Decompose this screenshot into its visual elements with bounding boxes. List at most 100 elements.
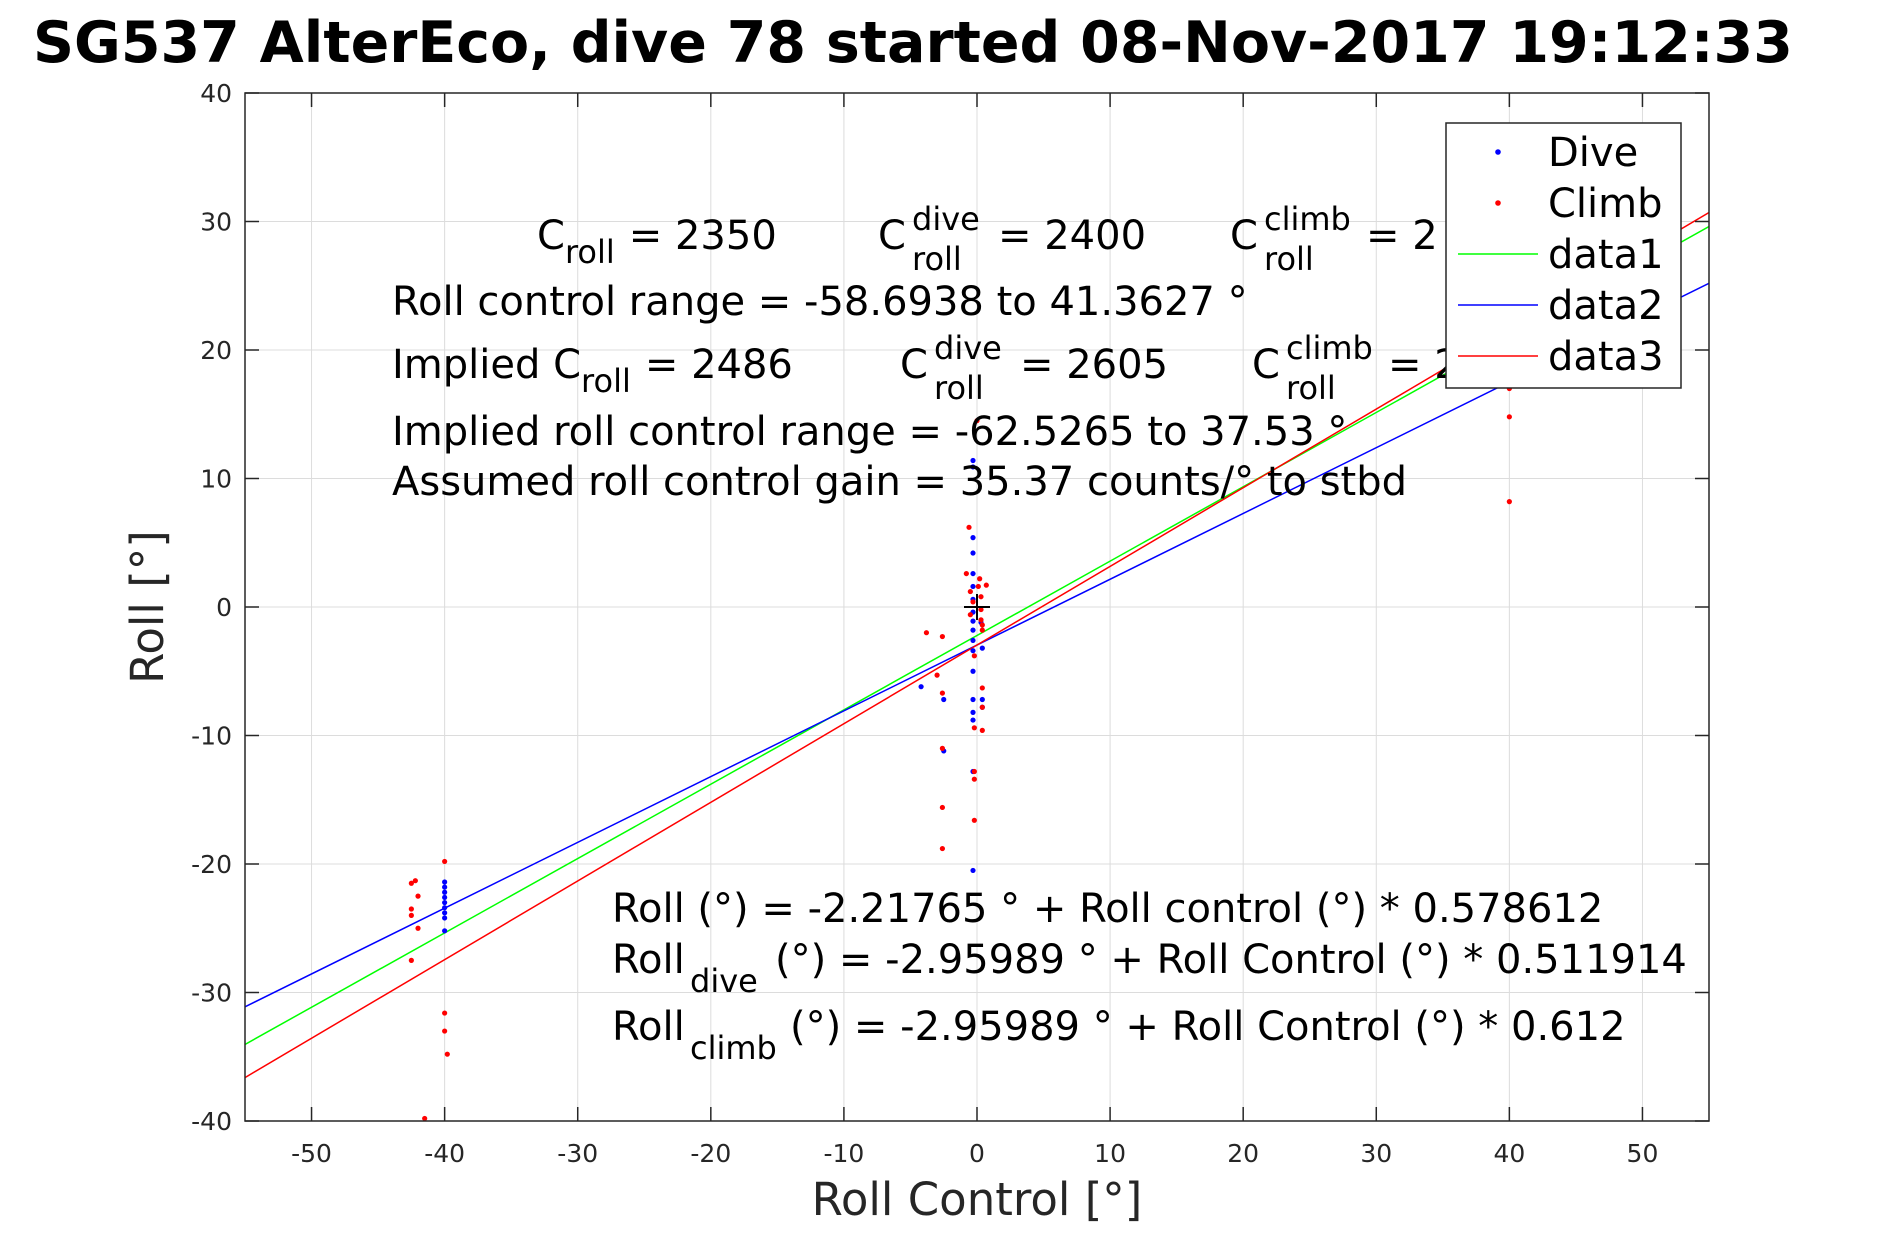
legend-label-data1: data1	[1548, 232, 1664, 278]
data-point-climb	[971, 725, 977, 731]
data-point-climb	[412, 878, 418, 884]
legend-label-data3: data3	[1548, 334, 1664, 380]
data-point-climb	[975, 583, 981, 590]
data-point-climb	[408, 880, 414, 886]
data-point-climb	[977, 576, 983, 582]
x-tick-label: -10	[823, 1139, 864, 1168]
x-tick-label: 10	[1094, 1139, 1126, 1168]
y-tick-label: -40	[191, 1107, 232, 1136]
data-point-dive	[970, 464, 976, 470]
data-point-climb	[979, 685, 985, 691]
data-point-climb	[967, 612, 973, 618]
data-point-dive	[442, 879, 448, 885]
data-point-climb	[979, 622, 985, 628]
data-point-dive	[979, 696, 985, 703]
x-tick-label: -50	[291, 1139, 332, 1168]
annotation-implied-range: Implied roll control range = -62.5265 to…	[392, 409, 1347, 455]
data-point-dive	[970, 867, 976, 874]
data-point-climb	[442, 1010, 448, 1016]
data-point-climb	[422, 1115, 428, 1121]
x-tick-label: -40	[424, 1139, 465, 1168]
data-point-dive	[970, 618, 976, 624]
data-point-dive	[442, 899, 448, 906]
y-tick-label: -30	[191, 979, 232, 1008]
legend-marker-dive	[1495, 149, 1501, 155]
data-point-climb	[979, 627, 985, 633]
annotation-c-roll: Croll = 2350	[537, 213, 777, 271]
data-point-dive	[442, 884, 448, 890]
data-point-dive	[970, 457, 976, 464]
data-point-climb	[971, 817, 977, 823]
data-point-dive	[918, 684, 924, 690]
legend-item-climb: Climb	[1495, 181, 1663, 227]
data-point-dive	[442, 928, 448, 934]
data-point-climb	[408, 906, 414, 912]
chart-title: SG537 AlterEco, dive 78 started 08-Nov-2…	[33, 10, 1793, 76]
y-axis-label: Roll [°]	[121, 530, 174, 684]
data-point-climb	[971, 776, 977, 782]
data-point-dive	[442, 894, 448, 901]
data-point-climb	[939, 633, 945, 640]
y-tick-label: -10	[191, 722, 232, 751]
data-point-climb	[1506, 499, 1512, 505]
legend-label-data2: data2	[1548, 283, 1664, 329]
y-tick-label: 30	[200, 208, 232, 237]
data-point-climb	[979, 704, 985, 710]
y-tick-label: 20	[200, 336, 232, 365]
data-point-climb	[974, 418, 980, 424]
data-point-dive	[941, 696, 947, 703]
annotation-fit-all: Roll (°) = -2.21765 ° + Roll control (°)…	[612, 886, 1603, 932]
data-point-climb	[971, 653, 977, 659]
data-point-climb	[939, 745, 945, 751]
data-point-dive	[979, 645, 985, 651]
data-point-climb	[934, 672, 940, 678]
data-point-climb	[971, 768, 977, 775]
x-tick-label: 0	[969, 1139, 985, 1168]
annotation-gain: Assumed roll control gain = 35.37 counts…	[392, 459, 1407, 505]
data-point-dive	[970, 637, 976, 644]
data-point-dive	[970, 550, 976, 556]
data-point-dive	[442, 910, 448, 916]
data-points	[408, 385, 1512, 1121]
x-tick-label: 20	[1227, 1139, 1259, 1168]
x-tick-label: 30	[1360, 1139, 1392, 1168]
legend: Dive Climb data1 data2 data3	[1445, 122, 1682, 389]
data-point-climb	[966, 524, 972, 530]
data-point-climb	[978, 617, 984, 623]
data-point-climb	[970, 599, 976, 605]
data-point-dive	[970, 709, 976, 715]
data-point-climb	[963, 570, 969, 577]
x-tick-label: -30	[557, 1139, 598, 1168]
data-point-dive	[970, 535, 976, 541]
y-tick-label: -20	[191, 850, 232, 879]
data-point-climb	[415, 893, 421, 899]
data-point-climb	[408, 912, 414, 919]
annotation-fit-dive: Roll dive (°) = -2.95989 ° + Roll Control …	[612, 937, 1687, 1000]
data-point-climb	[923, 630, 930, 636]
data-point-climb	[1506, 414, 1512, 420]
data-point-dive	[442, 905, 448, 911]
data-point-climb	[939, 845, 945, 852]
data-point-climb	[979, 727, 985, 733]
annotation-implied-c-roll: Implied Croll = 2486	[392, 342, 793, 400]
legend-label-dive: Dive	[1548, 130, 1638, 176]
data-point-dive	[442, 889, 448, 895]
data-point-dive	[970, 717, 976, 723]
data-point-climb	[939, 690, 945, 696]
data-point-climb	[939, 804, 945, 811]
data-point-dive	[970, 668, 976, 674]
x-axis-label: Roll Control [°]	[812, 1173, 1143, 1226]
legend-item-data1: data1	[1458, 232, 1664, 278]
data-point-dive	[970, 570, 976, 577]
data-point-dive	[970, 627, 976, 633]
x-tick-label: 40	[1493, 1139, 1525, 1168]
y-tick-label: 40	[200, 79, 232, 108]
annotation-roll-control-range: Roll control range = -58.6938 to 41.3627…	[392, 279, 1248, 325]
x-tick-label: -20	[690, 1139, 731, 1168]
legend-label-climb: Climb	[1548, 181, 1663, 227]
data-point-climb	[978, 594, 984, 600]
data-point-climb	[442, 1028, 448, 1034]
